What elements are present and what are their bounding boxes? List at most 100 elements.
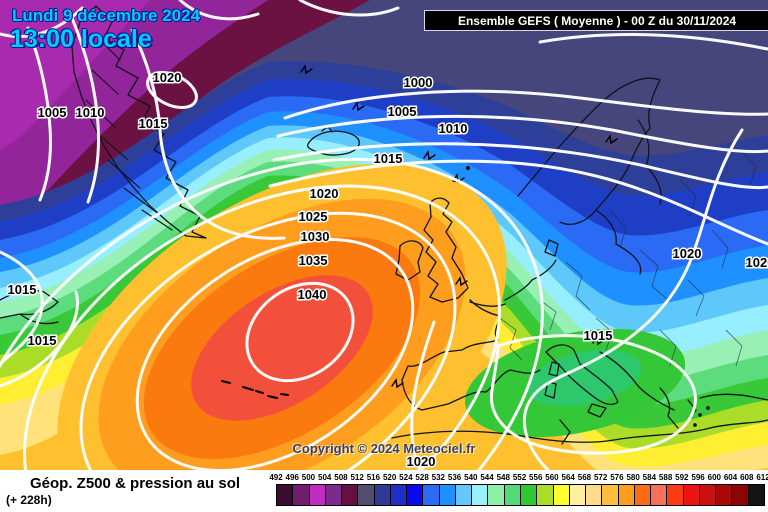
greenland-hatch: [85, 39, 173, 231]
isobar-1020: [0, 157, 544, 470]
scale-swatch: [277, 485, 294, 505]
isobar-fragment: [0, 0, 768, 51]
scale-tick: 500: [301, 473, 316, 482]
scale-tick: 548: [496, 473, 510, 482]
scale-tick: 508: [334, 473, 348, 482]
island-dot: [693, 423, 697, 427]
isobar-1040: [245, 281, 355, 383]
scale-swatches: [276, 484, 765, 506]
scale-swatch: [683, 485, 700, 505]
isobar-label: 1020: [310, 186, 339, 201]
scale-tick: 588: [658, 473, 673, 482]
isobar-labels: 1020 1005 1010 1015 1000 1005 1010 1015 1020 1025…: [6, 69, 768, 471]
isobar-1015-balkans: [489, 334, 697, 455]
scale-tick: 524: [399, 473, 413, 482]
isobar-label: 1015: [28, 333, 57, 348]
scale-tick: 572: [593, 473, 608, 482]
isobar-label: 1025: [299, 209, 328, 224]
isobar-label: 1030: [301, 229, 330, 244]
scale-swatch: [342, 485, 359, 505]
isobars: [0, 0, 768, 470]
scale-swatch: [374, 485, 391, 505]
country-borders: [499, 149, 757, 367]
isobar-1015: [268, 159, 768, 246]
scale-tick: 544: [480, 473, 494, 482]
footer-bar: Géop. Z500 & pression au sol (+ 228h) 49…: [0, 470, 768, 512]
scale-tick: 492: [269, 473, 283, 482]
isobar-label: 1015: [8, 282, 37, 297]
scale-swatch: [309, 485, 326, 505]
scale-tick: 612: [756, 473, 768, 482]
scale-tick: 568: [577, 473, 592, 482]
azores-islands: [221, 380, 289, 399]
isobar-label: 1000: [404, 75, 433, 90]
scale-tick: 596: [691, 473, 705, 482]
isobar-label: 1040: [298, 287, 327, 302]
scale-tick: 528: [415, 473, 429, 482]
coast-italy: [545, 344, 619, 406]
isobar-label: 1015: [374, 151, 403, 166]
weather-map: 1020 1005 1010 1015 1000 1005 1010 1015 1020 1025…: [0, 0, 768, 470]
island-dot: [465, 165, 471, 171]
coast-greenland: [71, 5, 207, 239]
island-dot: [698, 413, 702, 417]
scale-swatch: [748, 485, 764, 505]
scale-swatch: [586, 485, 603, 505]
scale-swatch: [488, 485, 505, 505]
isobar-label: 1035: [299, 253, 328, 268]
model-run-bar: Ensemble GEFS ( Moyenne ) - 00 Z du 30/1…: [424, 10, 768, 31]
scale-swatch: [716, 485, 733, 505]
isobar-1025: [23, 184, 501, 470]
scale-tick: 552: [512, 473, 527, 482]
isobar-1015-nw: [130, 28, 286, 240]
isobar-1030: [79, 211, 457, 470]
scale-tick: 608: [740, 473, 754, 482]
isobar-1015-west2: [0, 290, 79, 388]
scale-tick: 512: [350, 473, 364, 482]
scale-swatch: [732, 485, 749, 505]
scale-swatch: [358, 485, 375, 505]
scale-tick: 556: [529, 473, 543, 482]
scale-tick: 532: [431, 473, 446, 482]
coast-sardinia: [544, 361, 560, 399]
scale-swatch: [699, 485, 717, 505]
scale-swatch: [553, 485, 570, 505]
isobar-1020-east: [522, 128, 744, 470]
scale-swatch: [325, 485, 343, 505]
isobar-1015-west: [0, 250, 44, 366]
isobar-label: 1005: [388, 104, 417, 119]
scale-swatch: [667, 485, 684, 505]
scale-tick-labels: 492 496 500 504 508 512 516 520 524 528 532 536 540 5…: [269, 473, 768, 484]
scale-tick: 600: [707, 473, 721, 482]
coast-north-africa: [391, 419, 768, 445]
isobar-1020-south: [410, 320, 436, 470]
scale-swatch: [618, 485, 635, 505]
isobar-label: 1015: [139, 116, 168, 131]
coast-france-iberia: [401, 299, 541, 411]
scale-tick: 516: [366, 473, 381, 482]
scale-tick: 504: [318, 473, 332, 482]
isobar-1020-nw: [146, 71, 198, 109]
copyright-text: Copyright © 2024 Meteociel.fr: [292, 441, 476, 456]
map-title: Géop. Z500 & pression au sol: [30, 475, 241, 492]
isobar-1010-nw: [70, 16, 100, 204]
scale-swatch: [472, 485, 489, 505]
scale-tick: 520: [382, 473, 397, 482]
isobar-1035: [135, 238, 415, 470]
isobar-label: 1020: [407, 454, 436, 469]
wind-marks: [300, 64, 618, 389]
coast-sicily: [587, 403, 607, 418]
isobar-1005: [276, 114, 768, 154]
scale-tick: 536: [447, 473, 462, 482]
isobar-label: 1020: [153, 70, 182, 85]
isobar-label: 1010: [76, 105, 105, 120]
date-label: Lundi 9 décembre 2024: [12, 6, 201, 25]
scale-tick: 592: [675, 473, 689, 482]
coastlines: [0, 5, 768, 445]
scale-swatch: [602, 485, 619, 505]
isobar-label: 1020: [746, 255, 768, 270]
scale-tick: 576: [610, 473, 624, 482]
scale-swatch: [293, 485, 310, 505]
isobar-1010: [272, 142, 768, 190]
